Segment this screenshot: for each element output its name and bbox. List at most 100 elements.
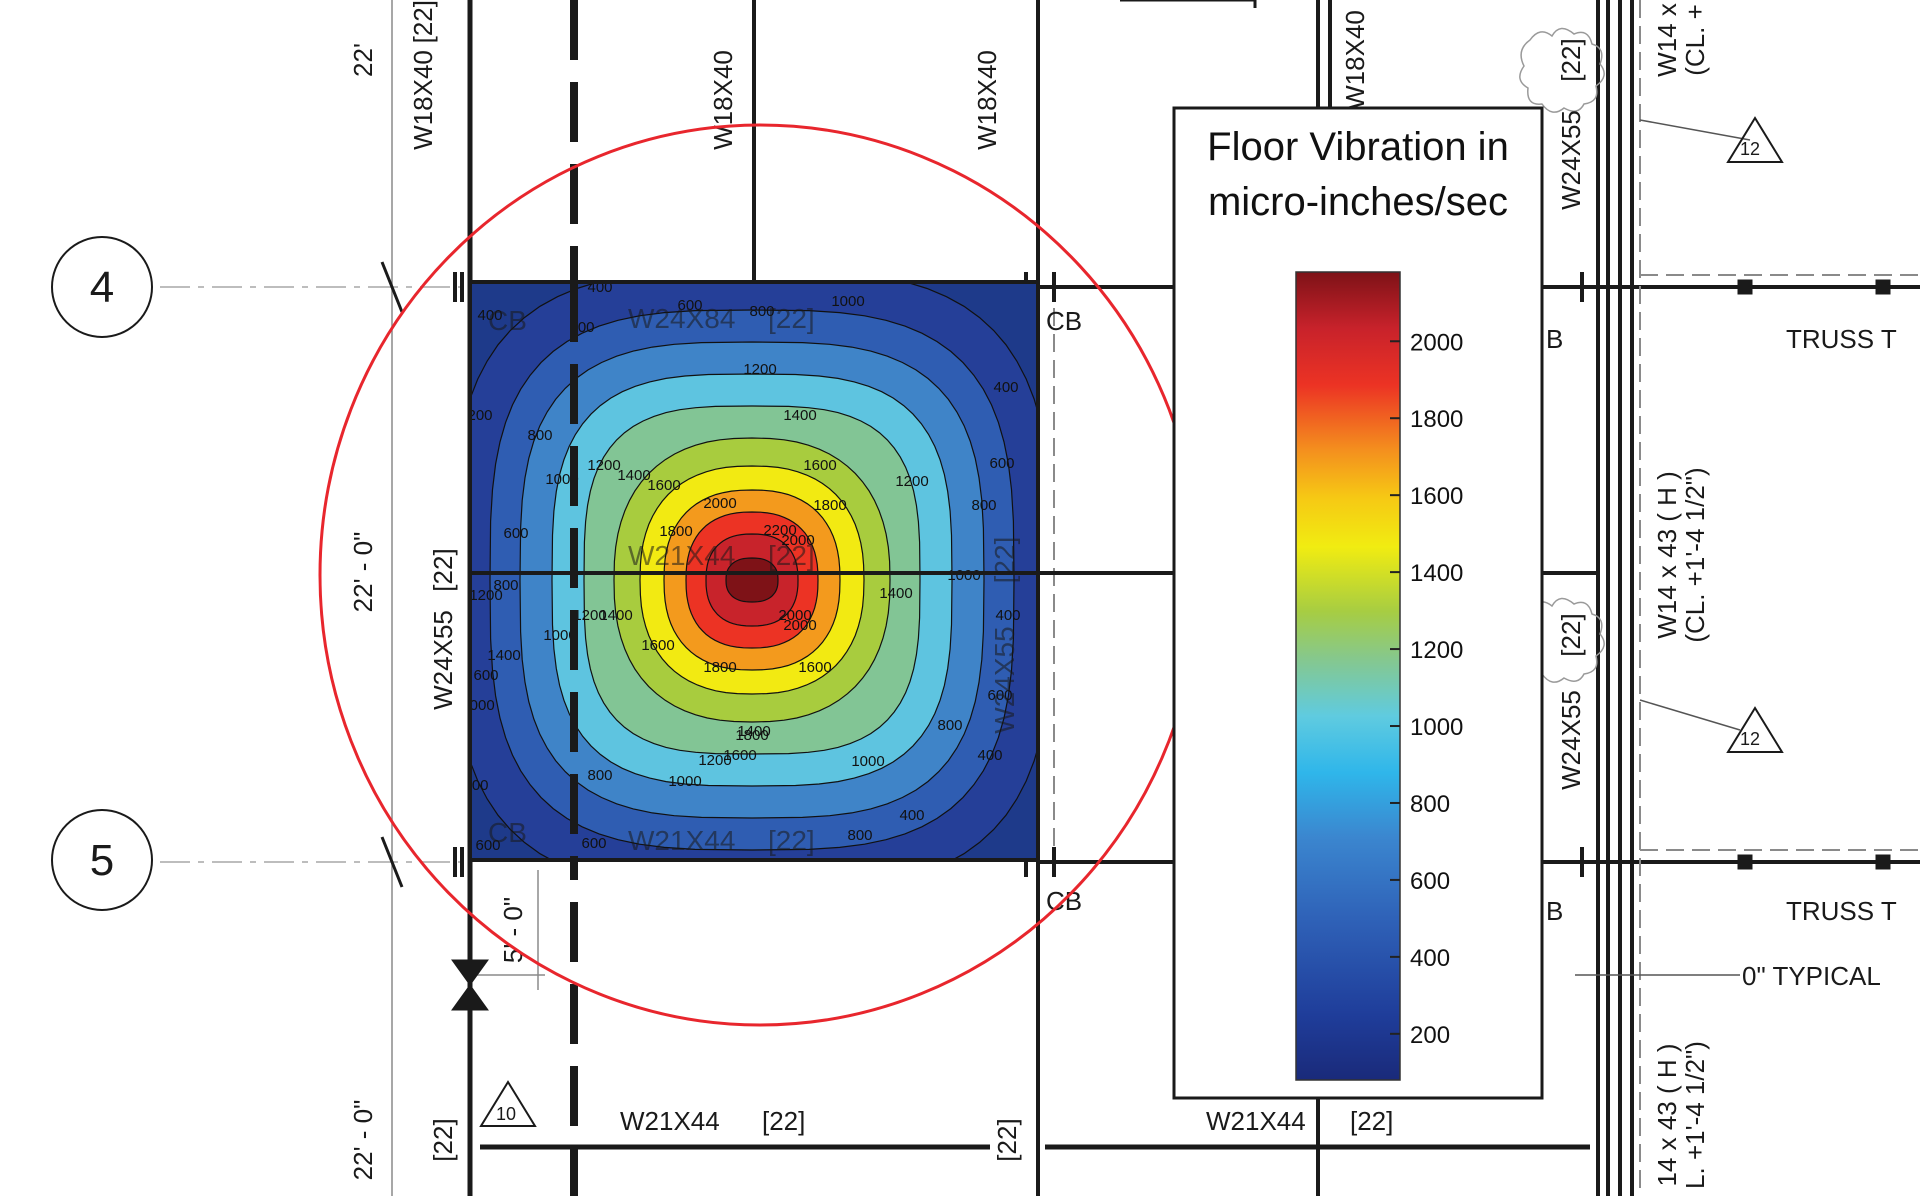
contour-level-label: 600 [989, 455, 1014, 472]
beam-label: W21X44 [1206, 1106, 1306, 1136]
contour-level-label: 600 [677, 297, 702, 314]
colorbar-title-line2: micro-inches/sec [1208, 180, 1508, 224]
column-label: W14 x [1652, 3, 1682, 77]
beam-tag: [22] [762, 1106, 805, 1136]
colorbar-tick-label: 1400 [1410, 560, 1463, 587]
contour-level-label: 1000 [461, 697, 494, 714]
contour-level-label: 2000 [781, 532, 814, 549]
joist-label: W18X40 [708, 50, 738, 150]
contour-level-label: 1400 [599, 607, 632, 624]
contour-level-label: 1800 [813, 497, 846, 514]
dimension-offset: 5' - 0" [498, 897, 528, 963]
column-note: (CL. + [1680, 4, 1710, 76]
contour-level-label: 800 [587, 767, 612, 784]
contour-level-label: 2000 [703, 495, 736, 512]
beam-label: W21X44 [628, 540, 735, 571]
column-label: W24X55 [989, 626, 1020, 733]
beam-tag: [22] [768, 303, 815, 334]
contour-level-label: 800 [493, 577, 518, 594]
beam-tag: [22] [768, 540, 815, 571]
contour-level-label: 1200 [743, 361, 776, 378]
dimension-top: 22' [348, 43, 378, 77]
truss-label: TRUSS T [1786, 896, 1897, 926]
beam-label: W21X44 [620, 1106, 720, 1136]
colorbar-gradient [1295, 271, 1401, 1081]
beam-tag: [22] [768, 825, 815, 856]
contour-bands [470, 282, 1038, 860]
cb-label: B [1546, 896, 1563, 926]
contour-level-label: 400 [993, 379, 1018, 396]
column-tag: [22] [428, 548, 458, 591]
contour-level-label: 1600 [723, 747, 756, 764]
contour-level-label: 600 [503, 525, 528, 542]
colorbar-tick-label: 600 [1410, 868, 1450, 895]
colorbar-tick-label: 200 [1410, 1022, 1450, 1049]
colorbar-tick-label: 1200 [1410, 637, 1463, 664]
contour-level-label: 600 [473, 667, 498, 684]
dimension-middle: 22' - 0" [348, 532, 378, 613]
contour-level-label: 1000 [851, 753, 884, 770]
contour-level-label: 400 [977, 747, 1002, 764]
joist-label: W18X40 [972, 50, 1002, 150]
contour-level-label: 400 [995, 607, 1020, 624]
contour-level-label: 1200 [895, 473, 928, 490]
joist-label: W18X40 [1340, 10, 1370, 110]
plate-beam-overlay [468, 280, 1040, 862]
cb-label: CB [1046, 306, 1082, 336]
colorbar-tick-label: 400 [1410, 945, 1450, 972]
joist-label: W18X40 [408, 50, 438, 150]
revision-tag: 12 [1740, 139, 1760, 159]
w24-tag: [22] [1556, 38, 1586, 81]
contour-level-label: 1000 [831, 293, 864, 310]
w24-tag: [22] [1556, 613, 1586, 656]
contour-level-label: 2000 [783, 617, 816, 634]
grid-bubble-5: 5 [51, 809, 153, 911]
grid-bubble-label: 4 [90, 263, 114, 312]
contour-level-label: 1800 [659, 523, 692, 540]
contour-level-label: 600 [581, 835, 606, 852]
contour-level-label: 1200 [469, 587, 502, 604]
contour-level-label: 1400 [879, 585, 912, 602]
contour-level-label: 1400 [617, 467, 650, 484]
w24-label: W24X55 [1556, 110, 1586, 210]
column-note: L. +1'-4 1/2") [1680, 1041, 1710, 1189]
w24-label: W24X55 [1556, 690, 1586, 790]
contour-level-label: 200 [467, 407, 492, 424]
colorbar-ticks: 2000 1800 1600 1400 1200 1000 800 600 400 200 [1390, 329, 1463, 1049]
colorbar-tick-label: 1600 [1410, 483, 1463, 510]
contour-level-label: 800 [971, 497, 996, 514]
contour-level-label: 600 [475, 837, 500, 854]
column-label: W14 x 43 ( H ) [1652, 471, 1682, 639]
contour-level-label: 1400 [783, 407, 816, 424]
contour-level-label: 1400 [487, 647, 520, 664]
contour-level-label: 1400 [737, 723, 770, 740]
colorbar-tick-label: 800 [1410, 791, 1450, 818]
column-note: (CL. +1'-4 1/2") [1680, 467, 1710, 642]
contour-level-label: 1600 [647, 477, 680, 494]
contour-level-label: 800 [937, 717, 962, 734]
cb-label: CB [488, 305, 527, 336]
revision-tag: 12 [1740, 729, 1760, 749]
colorbar-tick-label: 1800 [1410, 406, 1463, 433]
grid-bubble-label: 5 [90, 836, 114, 885]
contour-level-label: 1000 [668, 773, 701, 790]
column-tag: [22] [992, 1118, 1022, 1161]
truss-label: TRUSS T [1786, 324, 1897, 354]
contour-level-label: 400 [587, 279, 612, 296]
contour-level-label: 2200 [763, 522, 796, 539]
contour-level-label: 800 [847, 827, 872, 844]
dimension-bottom: 22' - 0" [348, 1100, 378, 1181]
revision-tag: 10 [496, 1104, 516, 1124]
contour-level-label: 1200 [698, 752, 731, 769]
contour-level-label: 800 [749, 303, 774, 320]
contour-level-label: 400 [899, 807, 924, 824]
contour-level-label: 800 [463, 777, 488, 794]
beam-tag: [22] [1350, 1106, 1393, 1136]
contour-level-label: 1600 [641, 637, 674, 654]
contour-level-label: 1000 [947, 567, 980, 584]
contour-level-label: 1800 [735, 727, 768, 744]
contour-level-label: 1600 [798, 659, 831, 676]
contour-level-label: 1000 [543, 627, 576, 644]
